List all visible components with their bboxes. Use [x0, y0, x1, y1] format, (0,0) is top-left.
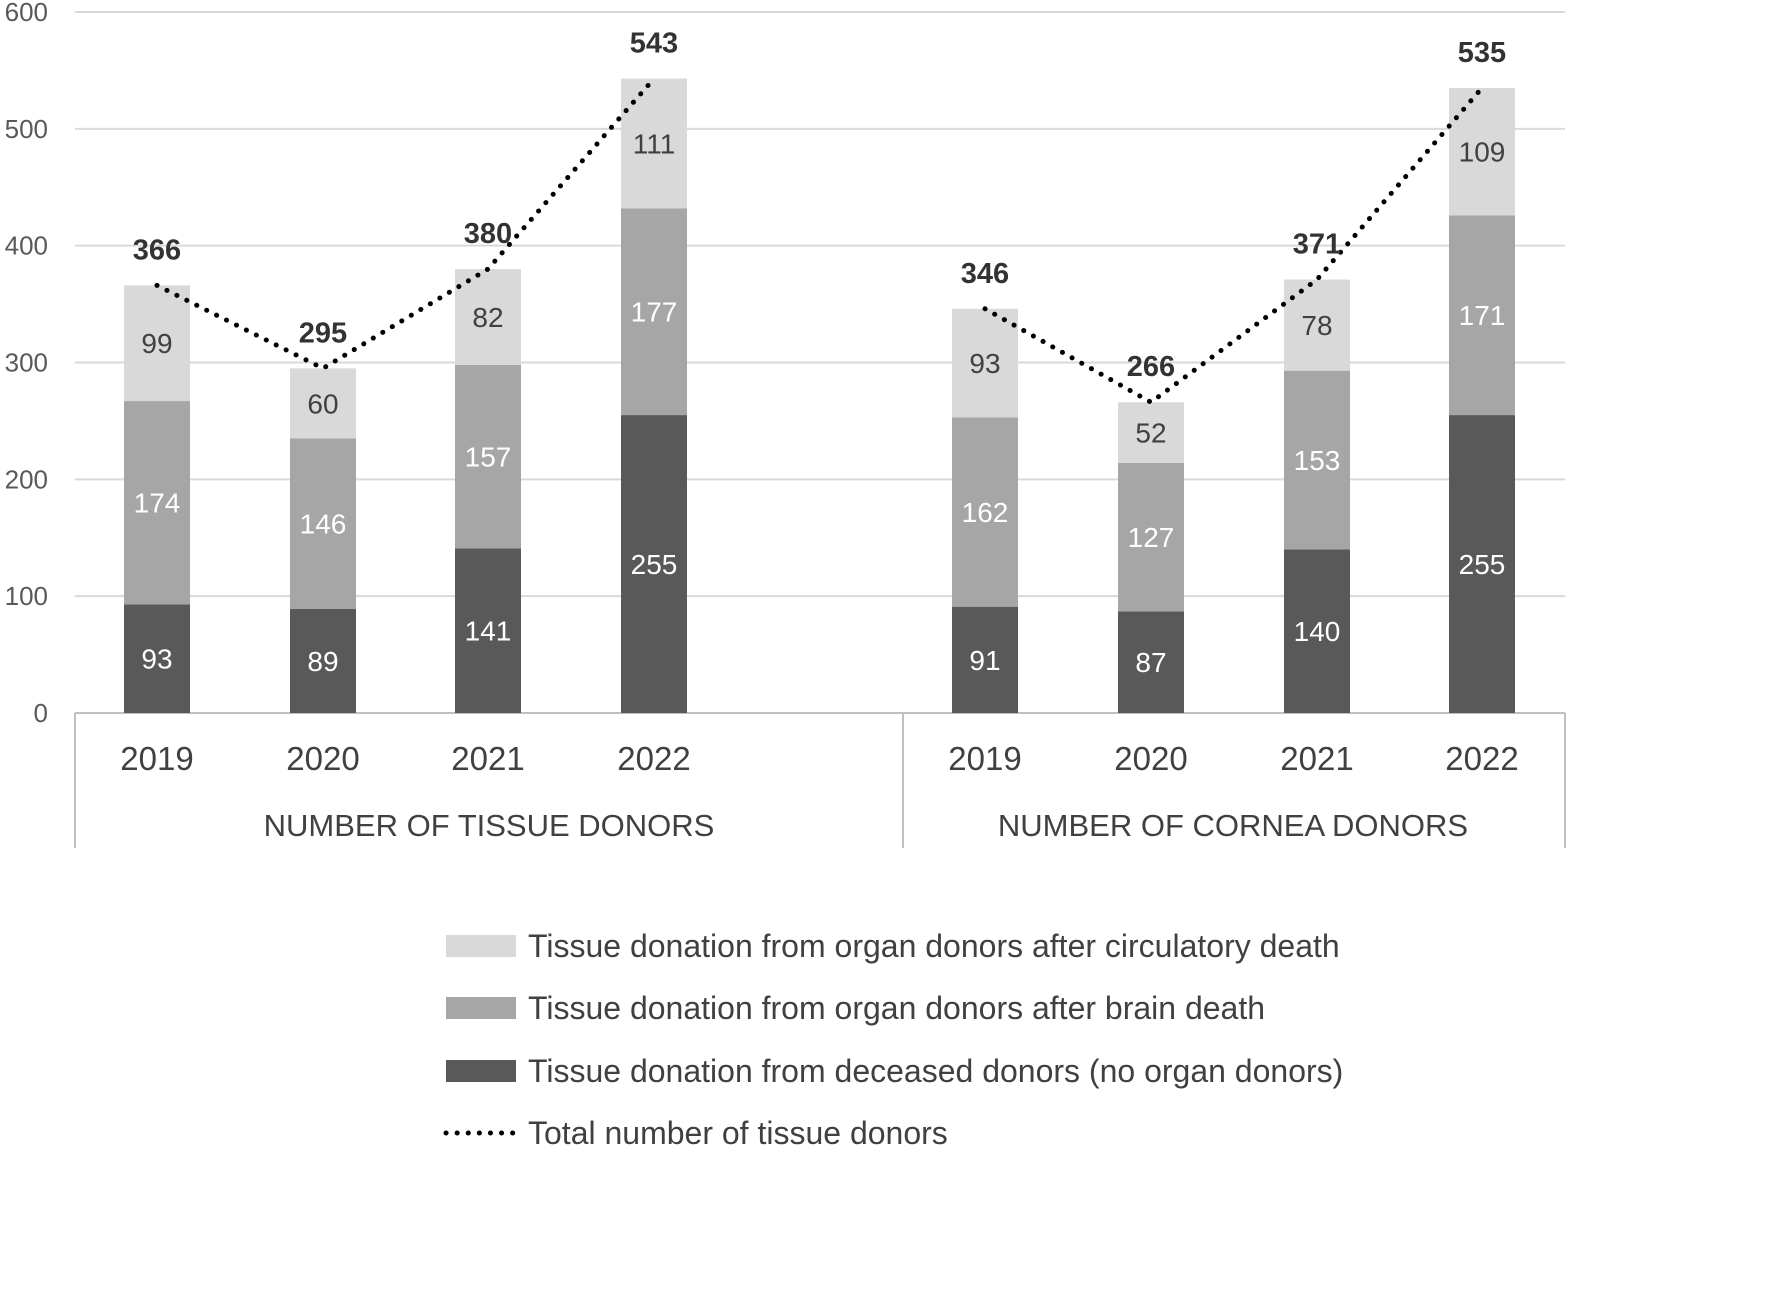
x-tick-label: 2020	[1114, 740, 1187, 777]
bar-segment-brain	[290, 438, 356, 610]
legend-label: Tissue donation from organ donors after …	[528, 928, 1340, 964]
bar-segment-deceased	[1118, 611, 1184, 713]
legend-swatch-circulatory	[446, 935, 516, 957]
total-lines	[154, 76, 1485, 406]
data-label-brain: 153	[1294, 445, 1341, 476]
total-label: 366	[133, 234, 181, 266]
data-label-circulatory: 52	[1135, 418, 1166, 449]
x-tick-label: 2021	[1280, 740, 1353, 777]
data-label-circulatory: 93	[969, 348, 1000, 379]
bar-segment-brain	[621, 208, 687, 416]
y-tick-label: 400	[5, 231, 48, 261]
bars	[124, 78, 1515, 713]
bar-segment-circulatory	[1449, 87, 1515, 216]
group-label: NUMBER OF TISSUE DONORS	[264, 808, 715, 843]
data-label-brain: 174	[134, 488, 181, 519]
y-tick-label: 500	[5, 114, 48, 144]
data-label-brain: 157	[465, 442, 512, 473]
x-tick-label: 2022	[1445, 740, 1518, 777]
legend-swatch-deceased	[446, 1060, 516, 1082]
y-tick-label: 300	[5, 348, 48, 378]
bar-segment-circulatory	[1284, 279, 1350, 371]
bar-segment-deceased	[290, 609, 356, 713]
data-label-deceased: 255	[631, 549, 678, 580]
data-label-brain: 177	[631, 297, 678, 328]
x-tick-label: 2020	[286, 740, 359, 777]
bar-segment-deceased	[124, 604, 190, 713]
y-tick-label: 0	[34, 698, 48, 728]
data-label-circulatory: 60	[307, 388, 338, 419]
legend: Tissue donation from organ donors after …	[443, 928, 1343, 1151]
data-label-brain: 127	[1128, 522, 1175, 553]
bar-segment-deceased	[1284, 549, 1350, 713]
data-label-circulatory: 109	[1459, 137, 1506, 168]
bar-segment-circulatory	[124, 285, 190, 402]
data-label-circulatory: 82	[472, 302, 503, 333]
group-label: NUMBER OF CORNEA DONORS	[998, 808, 1468, 843]
total-label: 346	[961, 258, 1009, 290]
data-label-circulatory: 99	[141, 328, 172, 359]
total-line	[982, 85, 1485, 406]
x-tick-label: 2019	[120, 740, 193, 777]
bar-segment-brain	[124, 401, 190, 605]
data-label-circulatory: 111	[633, 128, 676, 159]
data-label-deceased: 141	[465, 616, 512, 647]
bar-segment-brain	[1284, 370, 1350, 550]
y-tick-label: 200	[5, 464, 48, 494]
x-tick-label: 2022	[617, 740, 690, 777]
data-label-brain: 162	[962, 497, 1009, 528]
data-labels: 93 174 99 366 89 146 60 295 141 157 82 380 255 177 111…	[133, 28, 1506, 679]
data-label-deceased: 255	[1459, 549, 1506, 580]
axes: 0 100 200 300 400 500 600 NUMBER OF TISSUE DONO…	[5, 0, 1566, 848]
data-label-brain: 171	[1459, 300, 1506, 331]
legend-label: Total number of tissue donors	[528, 1115, 948, 1151]
bar-segment-brain	[1449, 215, 1515, 416]
x-tick-label: 2019	[948, 740, 1021, 777]
bar-segment-circulatory	[1118, 402, 1184, 463]
total-label: 371	[1293, 229, 1341, 261]
total-label: 535	[1458, 37, 1506, 69]
bar-segment-brain	[455, 364, 521, 549]
y-tick-label: 600	[5, 0, 48, 27]
bar-segment-circulatory	[952, 308, 1018, 418]
bar-segment-deceased	[952, 606, 1018, 713]
legend-swatch-brain	[446, 997, 516, 1019]
x-tick-label: 2021	[451, 740, 524, 777]
data-label-deceased: 91	[969, 645, 1000, 676]
data-label-brain: 146	[300, 509, 347, 540]
data-label-deceased: 93	[141, 644, 172, 675]
bar-segment-circulatory	[455, 269, 521, 365]
data-label-deceased: 89	[307, 646, 338, 677]
legend-label: Tissue donation from deceased donors (no…	[528, 1053, 1343, 1089]
bar-segment-brain	[952, 417, 1018, 607]
data-label-deceased: 87	[1135, 647, 1166, 678]
data-label-deceased: 140	[1294, 616, 1341, 647]
legend-label: Tissue donation from organ donors after …	[528, 990, 1265, 1026]
total-label: 295	[299, 317, 347, 349]
total-label: 380	[464, 218, 512, 250]
data-label-circulatory: 78	[1301, 310, 1332, 341]
bar-segment-deceased	[455, 548, 521, 713]
total-line	[154, 76, 657, 372]
total-label: 543	[630, 28, 678, 60]
bar-segment-deceased	[1449, 415, 1515, 713]
bar-segment-brain	[1118, 462, 1184, 612]
bar-segment-deceased	[621, 415, 687, 713]
total-label: 266	[1127, 351, 1175, 383]
bar-segment-circulatory	[290, 368, 356, 439]
y-tick-label: 100	[5, 581, 48, 611]
